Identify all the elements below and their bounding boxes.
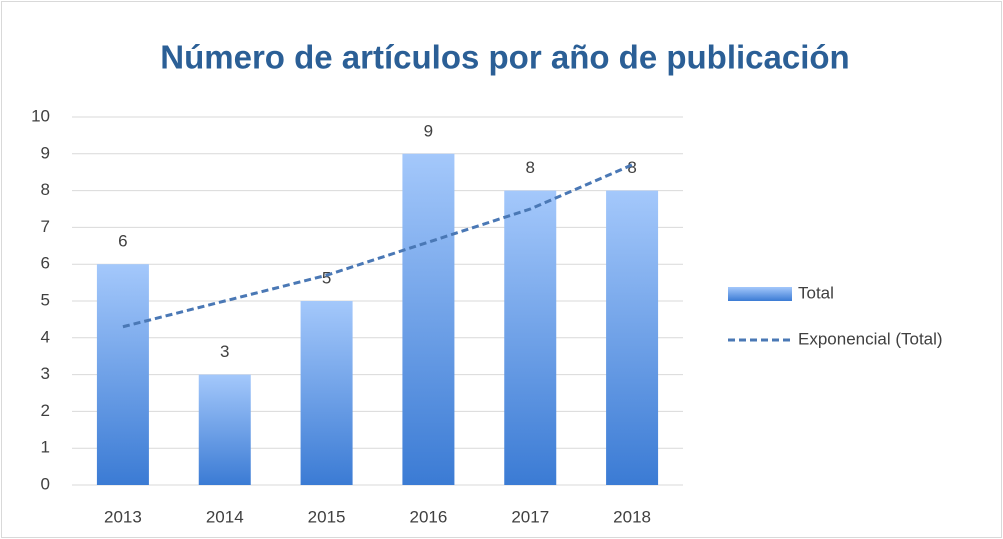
bar (606, 190, 659, 485)
y-tick-label: 10 (31, 106, 50, 125)
bar (300, 301, 353, 485)
y-tick-label: 6 (41, 254, 50, 273)
y-tick-label: 1 (41, 438, 50, 457)
y-tick-label: 3 (41, 364, 50, 383)
x-tick-label: 2017 (511, 507, 549, 526)
bar (96, 264, 149, 485)
legend-label: Total (798, 283, 834, 302)
y-tick-label: 2 (41, 401, 50, 420)
data-label: 9 (424, 121, 433, 140)
x-tick-label: 2015 (308, 507, 346, 526)
data-label: 8 (627, 158, 636, 177)
y-tick-label: 7 (41, 217, 50, 236)
y-tick-label: 9 (41, 143, 50, 162)
data-label: 6 (118, 232, 127, 251)
data-label: 3 (220, 342, 229, 361)
data-label: 8 (526, 158, 535, 177)
x-tick-label: 2018 (613, 507, 651, 526)
bar (198, 374, 251, 485)
legend-label: Exponencial (Total) (798, 329, 943, 348)
y-tick-label: 5 (41, 290, 50, 309)
x-tick-label: 2013 (104, 507, 142, 526)
x-tick-label: 2016 (410, 507, 448, 526)
y-tick-label: 8 (41, 180, 50, 199)
legend-swatch (728, 287, 792, 301)
chart-title: Número de artículos por año de publicaci… (160, 39, 849, 76)
y-tick-label: 4 (41, 327, 50, 346)
trend-line (122, 163, 633, 329)
data-label: 5 (322, 268, 331, 287)
y-tick-label: 0 (41, 474, 50, 493)
x-tick-label: 2014 (206, 507, 244, 526)
bar (402, 153, 455, 486)
bar (504, 190, 557, 485)
